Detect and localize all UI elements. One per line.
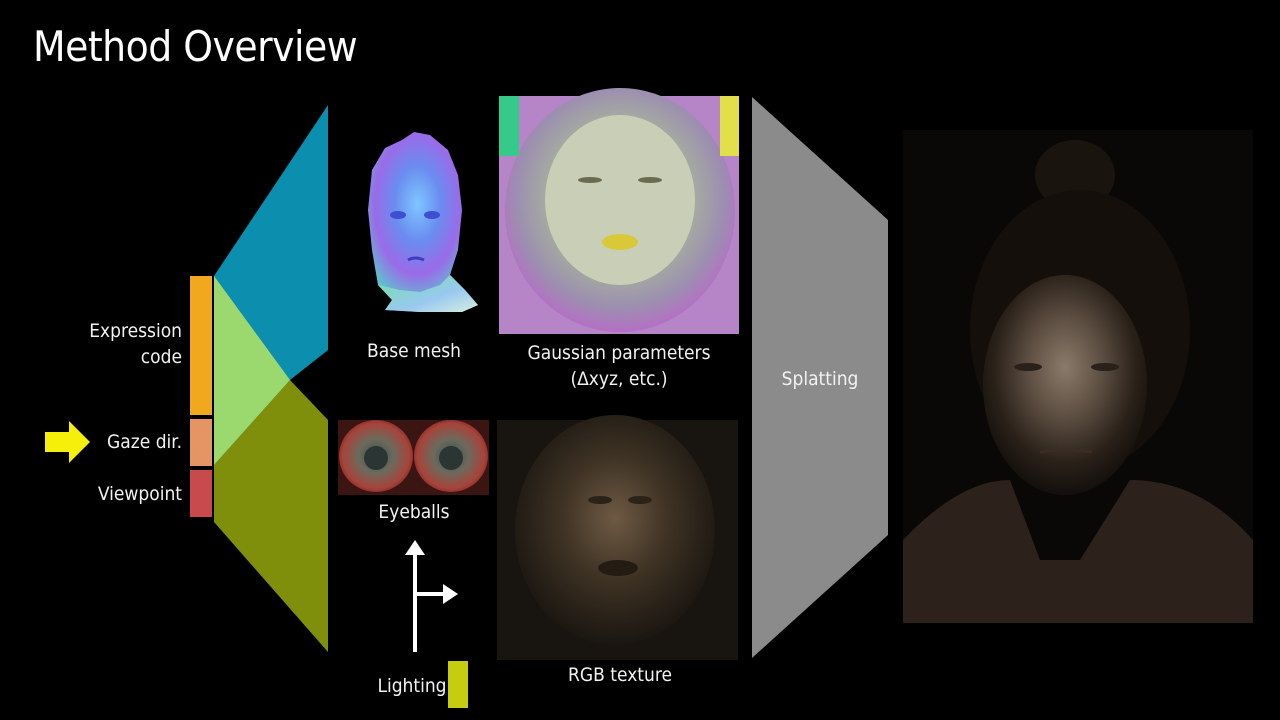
rgb-texture-label: RGB texture: [568, 664, 672, 686]
gaze-dir-bar: [190, 419, 212, 466]
lighting-bar: [448, 661, 468, 708]
lighting-label: Lighting: [377, 675, 447, 697]
viewpoint-label: Viewpoint: [97, 483, 182, 505]
slide-title: Method Overview: [33, 22, 358, 71]
viewpoint-bar: [190, 470, 212, 517]
shared-decoder-overlap: [214, 276, 290, 465]
base-mesh-image: [368, 132, 478, 312]
rendered-avatar-photo: [903, 130, 1253, 623]
lighting-up-arrow-icon: [405, 540, 425, 555]
base-mesh-label: Base mesh: [367, 340, 461, 362]
eyeballs-label: Eyeballs: [378, 501, 450, 523]
splatting-label: Splatting: [781, 368, 859, 390]
gaussian-parameters-label: Gaussian parameters (Δxyz, etc.): [527, 342, 711, 390]
rgb-texture-image: [497, 415, 738, 660]
gaussian-parameters-image: [499, 88, 739, 334]
expression-code-label: Expression code: [89, 320, 182, 368]
gaze-dir-label: Gaze dir.: [107, 431, 182, 453]
input-arrow-icon: [45, 421, 90, 463]
expression-code-bar: [190, 276, 212, 415]
lighting-right-arrow-icon: [443, 584, 458, 604]
splatting-block: [752, 97, 888, 658]
eyeballs-image: [338, 420, 489, 495]
eyeball-texture-decoder: [214, 380, 328, 652]
